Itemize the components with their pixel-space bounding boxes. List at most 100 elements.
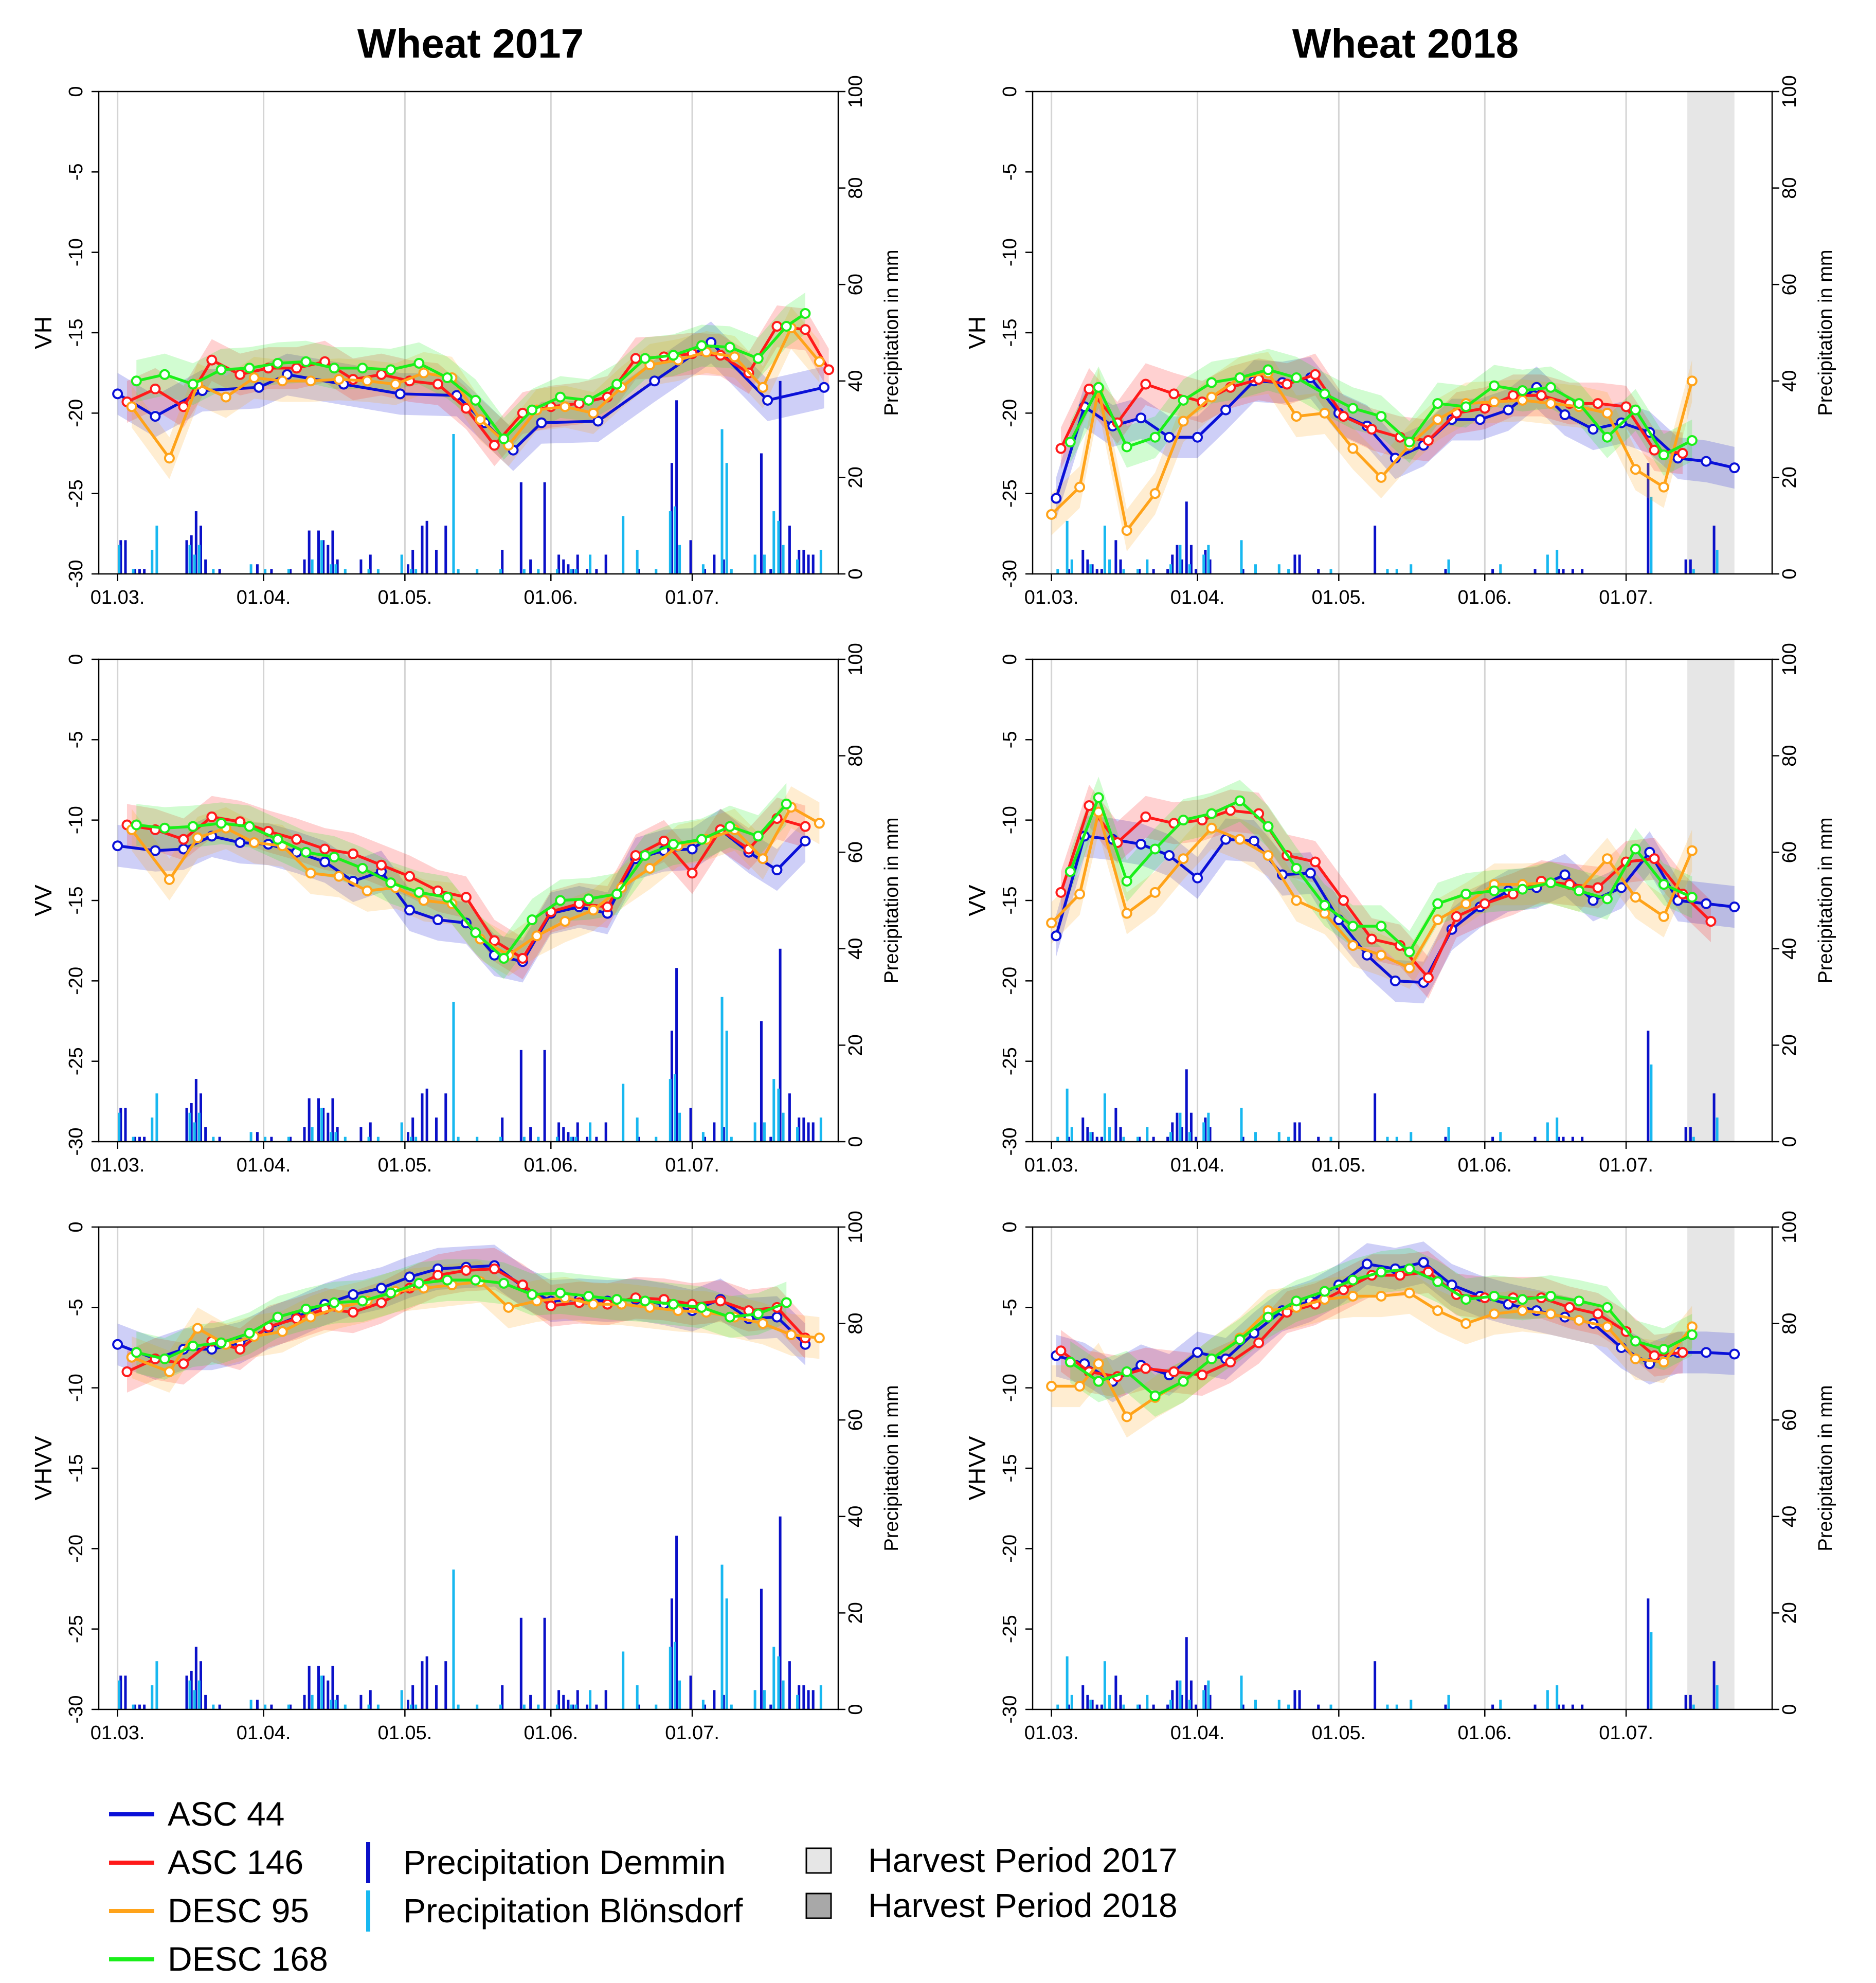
- point-asc-146: [1055, 1345, 1067, 1357]
- precip-demmin-bar: [567, 1132, 570, 1142]
- precip-demmin-bar: [1100, 1704, 1103, 1709]
- precip-blonsdorf-bar: [197, 545, 201, 574]
- point-desc-168: [1658, 449, 1669, 461]
- point-asc-146: [1620, 401, 1632, 412]
- point-desc-168: [1489, 885, 1500, 896]
- precip-demmin-bar: [1581, 569, 1584, 574]
- precip-demmin-bar: [317, 1098, 320, 1142]
- precip-demmin-bar: [317, 1666, 320, 1709]
- point-asc-146: [291, 834, 302, 845]
- precip-demmin-bar: [637, 1137, 640, 1142]
- precip-blonsdorf-bar: [1066, 1088, 1069, 1142]
- point-desc-168: [470, 394, 481, 406]
- point-desc-168: [1376, 411, 1387, 422]
- point-asc-146: [1705, 916, 1717, 927]
- precip-demmin-bar: [543, 1617, 546, 1709]
- precip-demmin-bar: [1086, 1127, 1089, 1142]
- precip-tick-label: 20: [1779, 466, 1800, 488]
- point-asc-44: [1051, 493, 1062, 504]
- point-desc-168: [1121, 1366, 1132, 1377]
- precip-demmin-bar: [1095, 569, 1098, 574]
- precip-demmin-bar: [143, 1137, 146, 1142]
- point-desc-168: [1460, 888, 1472, 899]
- point-desc-168: [1601, 1302, 1613, 1313]
- point-desc-168: [781, 1297, 792, 1308]
- precip-blonsdorf-bar: [574, 1137, 578, 1142]
- precip-demmin-bar: [1091, 564, 1094, 574]
- precip-blonsdorf-bar: [476, 1137, 479, 1142]
- y-tick-label: -15: [65, 319, 87, 347]
- point-asc-44: [1305, 868, 1316, 879]
- precip-blonsdorf-bar: [1146, 1127, 1149, 1142]
- point-desc-168: [800, 308, 811, 319]
- x-tick-label: 01.05.: [1312, 587, 1366, 608]
- point-desc-95: [814, 356, 825, 367]
- point-desc-168: [696, 1302, 707, 1313]
- x-tick-label: 01.05.: [1312, 1155, 1366, 1176]
- precip-blonsdorf-bar: [414, 1704, 418, 1709]
- point-asc-146: [715, 1295, 726, 1307]
- point-desc-168: [1404, 946, 1415, 958]
- point-asc-44: [150, 845, 161, 856]
- y-tick-label: -10: [999, 238, 1021, 266]
- precip-axis-label: Precipitation in mm: [881, 249, 903, 416]
- band-asc-146: [127, 305, 829, 466]
- precip-demmin-bar: [327, 1680, 330, 1709]
- precip-blonsdorf-bar: [678, 545, 681, 574]
- legend-label-precipitation-bl-nsdorf: Precipitation Blönsdorf: [403, 1891, 743, 1930]
- precip-demmin-bar: [411, 1117, 414, 1142]
- precip-demmin-bar: [1534, 1704, 1537, 1709]
- y-tick-label: -30: [999, 560, 1021, 588]
- point-asc-146: [319, 843, 331, 855]
- precip-blonsdorf-bar: [1556, 550, 1559, 574]
- precip-demmin-bar: [194, 1647, 197, 1709]
- precip-demmin-bar: [529, 1694, 532, 1709]
- precip-blonsdorf-bar: [701, 1700, 705, 1709]
- precip-demmin-bar: [308, 1098, 311, 1142]
- precip-demmin-bar: [529, 559, 532, 574]
- point-desc-95: [1432, 414, 1444, 425]
- x-tick-label: 01.03.: [91, 587, 145, 608]
- precip-demmin-bar: [303, 1694, 306, 1709]
- precip-blonsdorf-bar: [376, 1137, 380, 1142]
- precip-demmin-bar: [1176, 545, 1179, 574]
- precip-demmin-bar: [444, 526, 447, 574]
- point-desc-168: [1545, 382, 1557, 393]
- point-asc-44: [394, 388, 406, 400]
- precip-tick-label: 80: [845, 745, 867, 766]
- precip-demmin-bar: [562, 1127, 565, 1142]
- point-desc-95: [390, 378, 401, 390]
- precip-blonsdorf-bar: [151, 550, 154, 574]
- legend-box-harvest-period-2017: [805, 1847, 832, 1874]
- precip-blonsdorf-bar: [287, 1704, 290, 1709]
- precip-demmin-bar: [1298, 1690, 1301, 1709]
- precip-demmin-bar: [1138, 1704, 1141, 1709]
- y-tick-label: -20: [65, 1535, 87, 1563]
- line-desc-95: [1050, 812, 1693, 970]
- precip-demmin-bar: [256, 564, 259, 574]
- precip-demmin-bar: [704, 1137, 707, 1142]
- precip-demmin-bar: [308, 530, 311, 574]
- point-desc-95: [1206, 391, 1217, 403]
- precip-demmin-bar: [769, 1704, 772, 1709]
- precip-demmin-bar: [670, 463, 673, 574]
- y-tick-label: 0: [65, 1221, 87, 1232]
- precip-blonsdorf-bar: [1556, 1117, 1559, 1142]
- precip-demmin-bar: [519, 482, 522, 574]
- point-desc-168: [1601, 893, 1613, 905]
- precip-demmin-bar: [1171, 554, 1174, 574]
- precip-blonsdorf-bar: [669, 511, 672, 574]
- column-title-2018: Wheat 2018: [1292, 21, 1519, 66]
- point-desc-95: [1291, 411, 1302, 422]
- x-tick-label: 01.03.: [91, 1155, 145, 1176]
- point-desc-95: [560, 916, 571, 927]
- point-desc-95: [785, 1329, 797, 1340]
- precip-demmin-bar: [322, 1675, 325, 1709]
- precip-demmin-bar: [557, 1122, 561, 1142]
- precip-demmin-bar: [336, 1694, 339, 1709]
- x-tick-label: 01.04.: [237, 1722, 291, 1744]
- precip-axis-label: Precipitation in mm: [881, 1385, 903, 1551]
- precip-demmin-bar: [336, 1127, 339, 1142]
- precip-demmin-bar: [760, 1589, 763, 1709]
- point-desc-95: [1121, 908, 1132, 919]
